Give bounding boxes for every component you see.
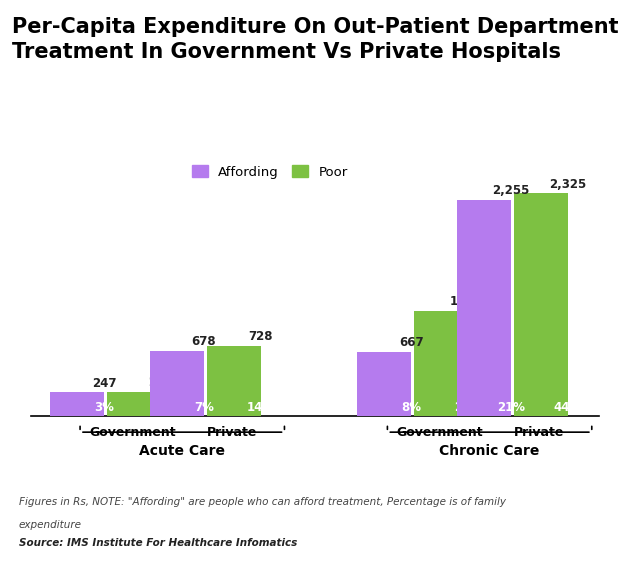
Text: 667: 667 [399, 336, 423, 350]
Text: Per-Capita Expenditure On Out-Patient Department
Treatment In Government Vs Priv: Per-Capita Expenditure On Out-Patient De… [12, 17, 618, 62]
Text: 7%: 7% [194, 401, 214, 414]
Text: 2,325: 2,325 [549, 178, 586, 191]
Bar [107, 392, 161, 416]
Text: 1,096: 1,096 [449, 295, 487, 309]
Text: Figures in Rs, NOTE: "Affording" are people who can afford treatment, Percentage: Figures in Rs, NOTE: "Affording" are peo… [19, 497, 506, 507]
Text: expenditure: expenditure [19, 520, 82, 530]
Bar [207, 346, 261, 416]
Bar [50, 392, 104, 416]
Text: 2,255: 2,255 [493, 184, 530, 197]
Text: Acute Care: Acute Care [139, 443, 225, 457]
Text: 14%: 14% [247, 401, 274, 414]
Bar [150, 351, 204, 416]
Text: 3%: 3% [94, 401, 114, 414]
Text: 21%: 21% [497, 401, 525, 414]
Text: 678: 678 [192, 336, 216, 348]
Bar [357, 352, 411, 416]
Text: 5%: 5% [151, 401, 171, 414]
Bar [414, 311, 468, 416]
Text: 728: 728 [248, 330, 273, 343]
Text: 8%: 8% [401, 401, 421, 414]
Bar [457, 200, 511, 416]
Text: Source: IMS Institute For Healthcare Infomatics: Source: IMS Institute For Healthcare Inf… [19, 538, 297, 549]
Text: 44%: 44% [554, 401, 582, 414]
Text: 23%: 23% [454, 401, 482, 414]
Text: 247: 247 [91, 377, 116, 389]
Legend: Affording, Poor: Affording, Poor [185, 159, 354, 185]
Text: 251: 251 [148, 376, 173, 389]
Bar [514, 193, 568, 416]
Text: Chronic Care: Chronic Care [439, 443, 540, 457]
